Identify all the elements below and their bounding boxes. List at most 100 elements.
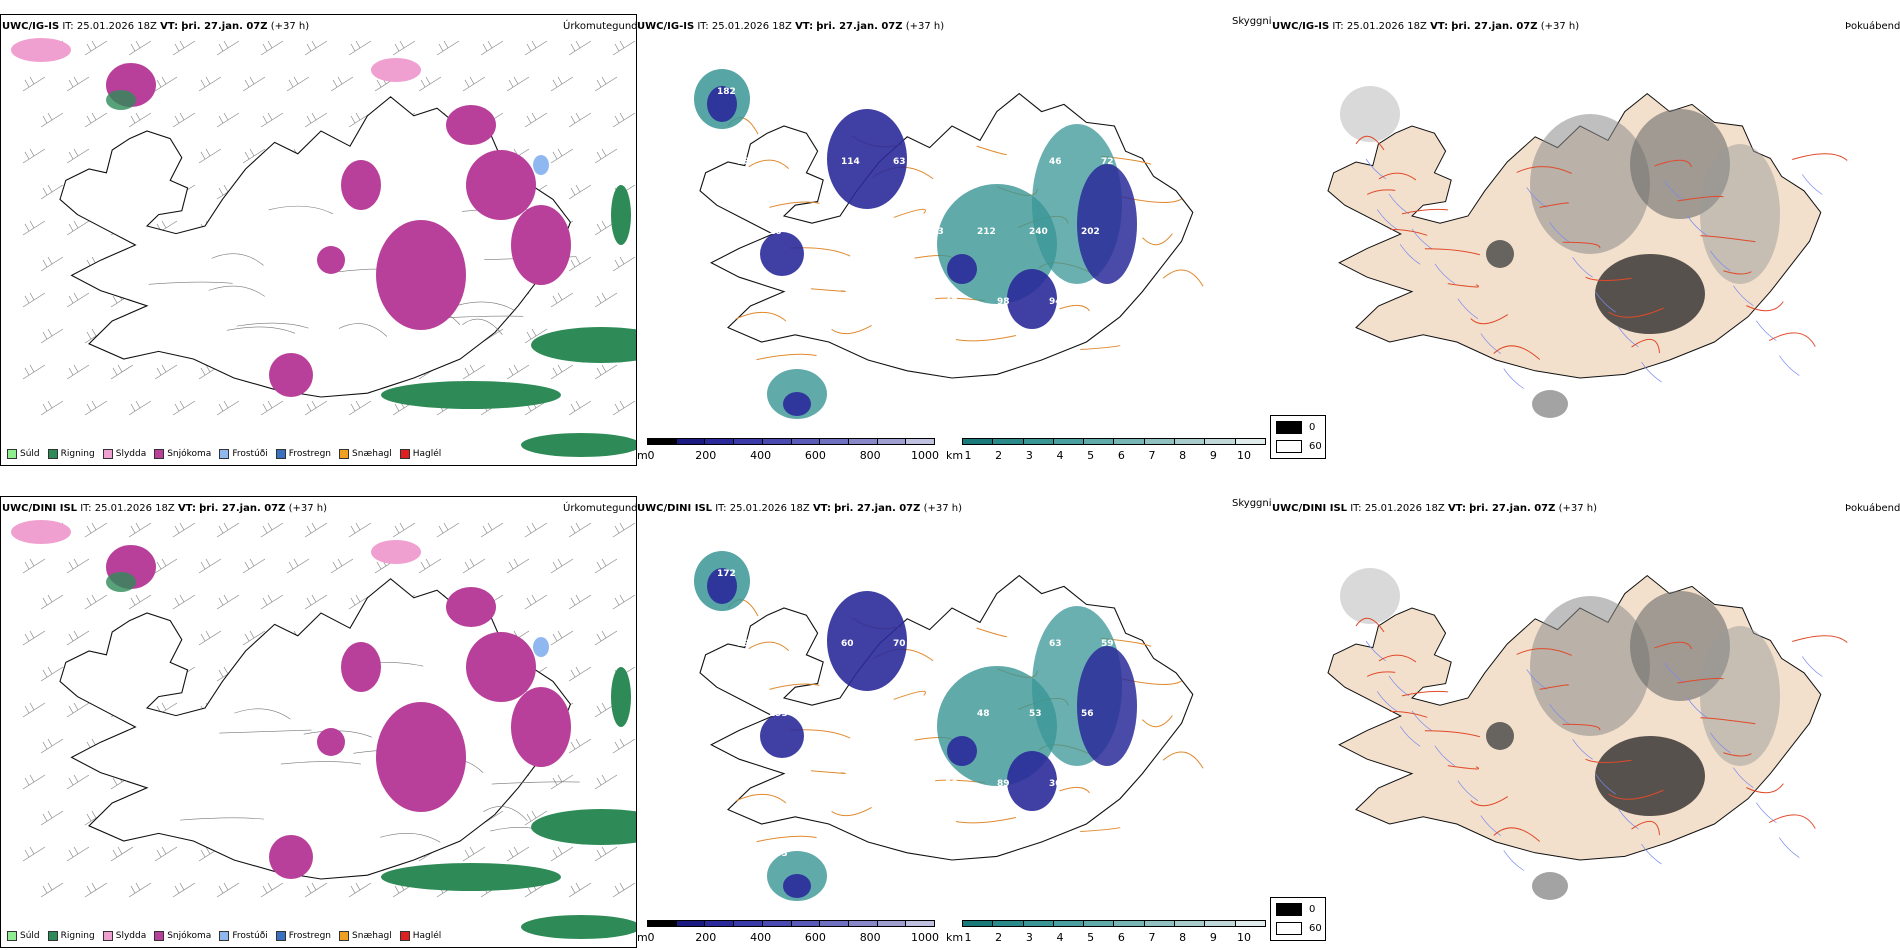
wind-barb bbox=[569, 595, 591, 609]
legend-label: Haglél bbox=[413, 931, 442, 941]
wind-barb bbox=[85, 523, 107, 537]
wind-barb bbox=[613, 595, 635, 609]
fog-index-area bbox=[1532, 390, 1568, 418]
rain-band bbox=[381, 381, 561, 409]
colorbar-tick: 1000 bbox=[911, 931, 939, 944]
legend-item: Snjókoma bbox=[154, 931, 211, 941]
colorbar-bin bbox=[1205, 439, 1235, 444]
cloud-title-bottom: Skyggni bbox=[1232, 498, 1272, 509]
wind-barb bbox=[393, 523, 415, 537]
colorbar-tick: 7 bbox=[1149, 449, 1156, 462]
fog-map-top bbox=[1270, 14, 1900, 466]
river-line bbox=[1779, 838, 1799, 858]
wind-barb bbox=[613, 883, 635, 897]
wind-barb bbox=[551, 293, 573, 307]
wind-barb bbox=[613, 401, 635, 415]
road-line bbox=[757, 354, 817, 359]
wind-barb bbox=[41, 329, 63, 343]
colorbar-bin bbox=[734, 921, 763, 926]
wind-barb bbox=[569, 185, 591, 199]
rain-area bbox=[106, 90, 136, 110]
rain-area bbox=[611, 667, 631, 727]
fog-index-area bbox=[1340, 568, 1400, 624]
legend-swatch bbox=[7, 931, 17, 941]
wind-barb bbox=[23, 703, 45, 717]
colorbar-tick: 1 bbox=[965, 931, 972, 944]
wind-barb bbox=[393, 41, 415, 55]
road-line bbox=[1792, 154, 1847, 161]
legend-item: Slydda bbox=[103, 449, 146, 459]
visibility-label: 82 bbox=[1081, 569, 1094, 579]
visibility-label: 16 bbox=[769, 227, 782, 237]
wind-barb bbox=[595, 775, 617, 789]
legend-label: Rigning bbox=[61, 931, 95, 941]
wind-barb bbox=[595, 365, 617, 379]
colorbar-tick: 0 bbox=[648, 449, 655, 462]
wind-barb bbox=[67, 77, 89, 91]
wind-barb bbox=[331, 77, 353, 91]
snow-area bbox=[317, 246, 345, 274]
wind-barb bbox=[217, 401, 239, 415]
visibility-label: 60 bbox=[841, 639, 854, 649]
wind-barb bbox=[261, 41, 283, 55]
legend-swatch bbox=[276, 931, 286, 941]
colorbar-tick: 3 bbox=[1026, 931, 1033, 944]
colorbar-bin bbox=[820, 921, 849, 926]
visibility-label: 182 bbox=[717, 87, 736, 97]
wind-barb bbox=[569, 401, 591, 415]
cloud-panel-top: 182 81 66 72 81 102 26 70 18 109 114 63 121 54 46 72 31 1… bbox=[637, 14, 1270, 466]
sleet-area bbox=[371, 540, 421, 564]
colorbar-unit: km bbox=[946, 449, 963, 462]
visibility-label: 298 bbox=[737, 297, 756, 307]
visibility-label: 264 bbox=[821, 227, 840, 237]
wind-barb bbox=[305, 401, 327, 415]
colorbar-strip bbox=[647, 438, 935, 445]
colorbar-bin bbox=[849, 921, 878, 926]
visibility-label: 121 bbox=[945, 157, 964, 167]
freezing-drizzle-area bbox=[533, 155, 549, 175]
visibility-label: 70 bbox=[893, 639, 906, 649]
legend-swatch bbox=[48, 449, 58, 459]
legend-item: Snjókoma bbox=[154, 449, 211, 459]
wind-barb bbox=[155, 559, 177, 573]
legend-label: Frostúði bbox=[232, 449, 267, 459]
legend-swatch bbox=[103, 449, 113, 459]
precip-map-bottom bbox=[1, 497, 637, 948]
wind-barb bbox=[173, 401, 195, 415]
visibility-label: 109 bbox=[789, 157, 808, 167]
visibility-label: 63 bbox=[893, 157, 906, 167]
wind-barb bbox=[85, 41, 107, 55]
wind-barb bbox=[23, 847, 45, 861]
colorbar-strip bbox=[962, 920, 1266, 927]
rain-area bbox=[106, 572, 136, 592]
colorbar-tick: 7 bbox=[1149, 931, 1156, 944]
wind-barb bbox=[23, 775, 45, 789]
snow-area bbox=[341, 642, 381, 692]
visibility-label: 72 bbox=[1101, 297, 1114, 307]
legend-item: Frostúði bbox=[219, 931, 267, 941]
row-header-bottom-2: UWC/DINI ISL IT: 25.01.2026 18Z VT: þri.… bbox=[637, 503, 962, 514]
legend-swatch bbox=[339, 931, 349, 941]
wind-barb bbox=[551, 149, 573, 163]
visibility-label: 89 bbox=[997, 779, 1010, 789]
colorbar-bin bbox=[993, 439, 1023, 444]
fog-index-area bbox=[1530, 114, 1650, 254]
wind-barb bbox=[349, 41, 371, 55]
visibility-label: 65 bbox=[737, 779, 750, 789]
wind-barb bbox=[199, 631, 221, 645]
visibility-label: 81 bbox=[925, 87, 938, 97]
colorbar-tick: 5 bbox=[1087, 449, 1094, 462]
visibility-label: 87 bbox=[769, 569, 782, 579]
wind-barb bbox=[173, 883, 195, 897]
river-line bbox=[1779, 356, 1799, 376]
river-line bbox=[1802, 174, 1822, 194]
colorbar-tick: 200 bbox=[695, 449, 716, 462]
legend-label: Frostregn bbox=[289, 449, 331, 459]
precip-title-top: Úrkomutegund bbox=[563, 21, 638, 32]
visibility-label: 84 bbox=[789, 779, 802, 789]
visibility-label: 315 bbox=[1101, 779, 1120, 789]
visibility-label: 69 bbox=[841, 779, 854, 789]
legend-item: Snæhagl bbox=[339, 931, 392, 941]
visibility-label: 108 bbox=[997, 639, 1016, 649]
visibility-label: 46 bbox=[1049, 157, 1062, 167]
